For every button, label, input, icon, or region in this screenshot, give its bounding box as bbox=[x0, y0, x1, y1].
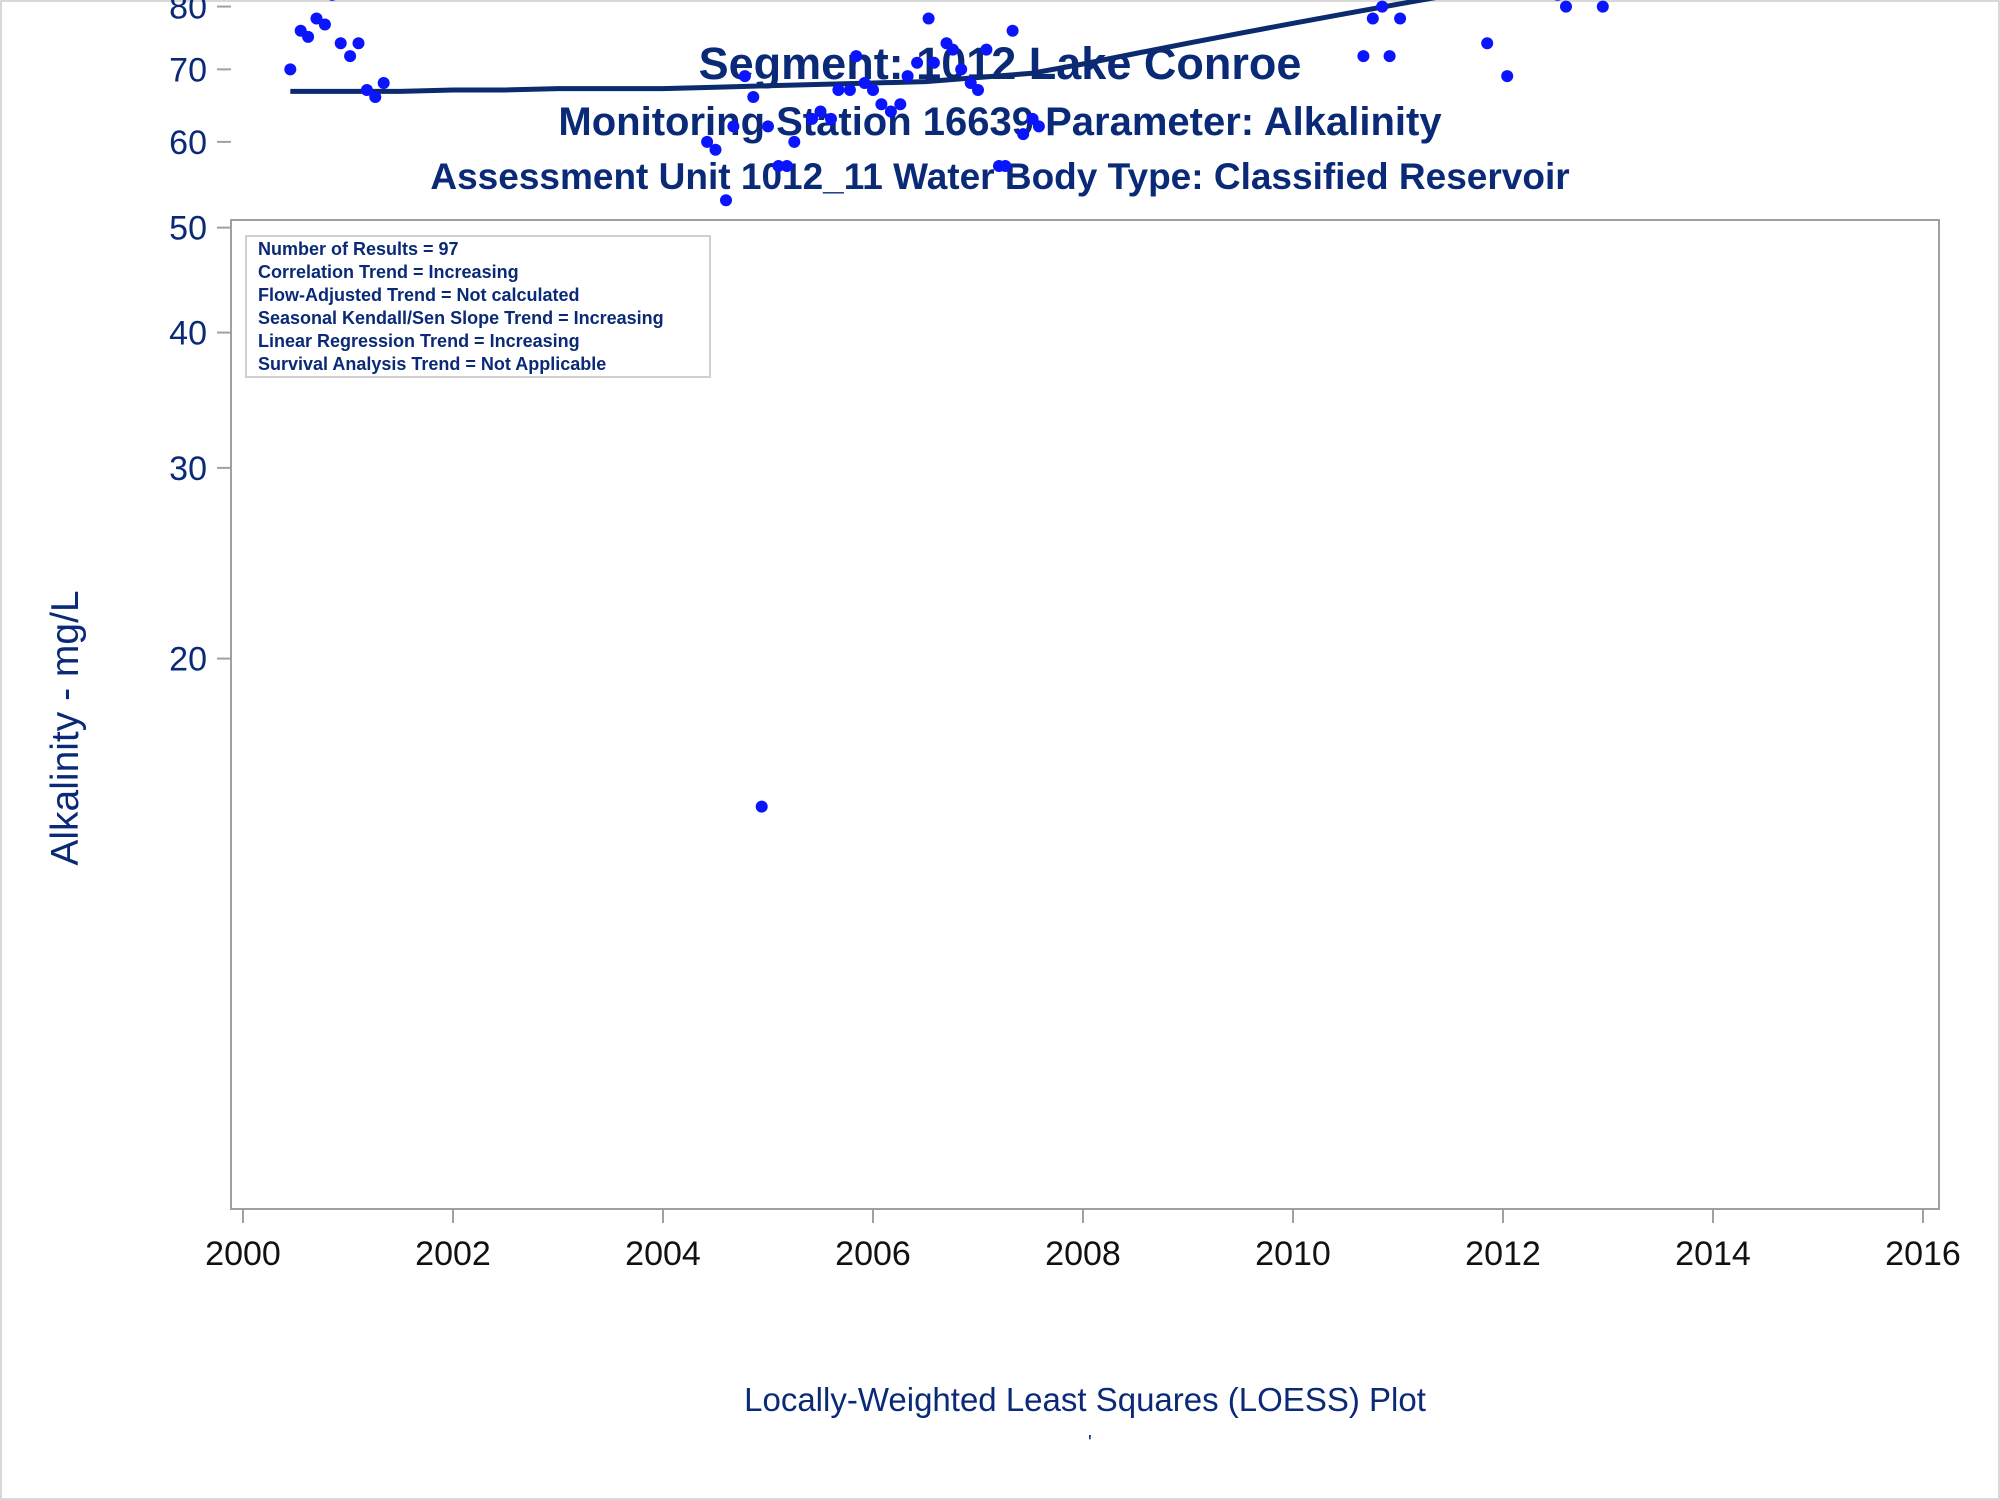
y-tick-label-40: 40 bbox=[169, 315, 207, 353]
data-point bbox=[946, 43, 959, 56]
chart-title: Segment: 1012 Lake Conroe bbox=[698, 38, 1302, 89]
x-tick-label-2004: 2004 bbox=[625, 1235, 701, 1273]
data-point bbox=[1006, 24, 1019, 37]
data-point bbox=[738, 70, 751, 83]
data-point bbox=[318, 18, 331, 31]
stats-line: Linear Regression Trend = Increasing bbox=[258, 331, 580, 351]
data-point bbox=[352, 37, 365, 50]
x-tick-label-2006: 2006 bbox=[835, 1235, 911, 1273]
data-point bbox=[972, 84, 984, 96]
stats-line: Seasonal Kendall/Sen Slope Trend = Incre… bbox=[258, 308, 664, 328]
data-point bbox=[709, 143, 722, 156]
data-point bbox=[999, 160, 1012, 172]
y-tick-label-30: 30 bbox=[169, 450, 207, 488]
data-point bbox=[369, 91, 382, 103]
stats-box: Number of Results = 97 Correlation Trend … bbox=[245, 235, 711, 378]
data-point bbox=[884, 105, 897, 118]
data-point bbox=[806, 112, 819, 125]
x-tick-label-2000: 2000 bbox=[205, 1235, 281, 1273]
data-point bbox=[284, 63, 297, 76]
data-point bbox=[1596, 0, 1609, 13]
data-point bbox=[901, 70, 914, 83]
y-tick-label-20: 20 bbox=[169, 641, 207, 679]
data-point bbox=[1032, 120, 1045, 133]
loess-series bbox=[290, 0, 1437, 94]
data-point bbox=[927, 56, 940, 69]
data-point bbox=[1357, 50, 1370, 63]
data-point bbox=[701, 135, 714, 148]
data-point bbox=[747, 91, 760, 103]
data-point bbox=[832, 84, 845, 96]
y-ticks: 2030405060708090100 bbox=[169, 0, 231, 679]
data-point bbox=[1366, 12, 1379, 25]
data-point bbox=[302, 30, 315, 43]
x-tick-label-2010: 2010 bbox=[1255, 1235, 1331, 1273]
plot-area-border bbox=[230, 219, 1940, 1210]
data-point bbox=[762, 120, 774, 133]
data-point bbox=[788, 135, 801, 148]
data-point bbox=[867, 84, 879, 96]
points-series bbox=[284, 0, 1609, 813]
data-point bbox=[720, 194, 732, 207]
data-point bbox=[377, 77, 390, 89]
x-ticks: 2000 2002 2004 2006 2008 2010 2012 2014 2016 bbox=[205, 1209, 1961, 1273]
data-point bbox=[894, 98, 907, 111]
data-point bbox=[825, 112, 837, 125]
data-point bbox=[772, 160, 785, 172]
x-tick-label-2002: 2002 bbox=[415, 1235, 491, 1273]
y-tick-label-70: 70 bbox=[169, 51, 207, 89]
data-point bbox=[1501, 70, 1514, 83]
loess-line bbox=[290, 0, 1437, 94]
data-point bbox=[1560, 0, 1572, 13]
data-point bbox=[1554, 0, 1561, 1]
x-tick-label-2016: 2016 bbox=[1885, 1235, 1961, 1273]
data-point bbox=[310, 12, 323, 25]
data-point bbox=[814, 105, 827, 118]
data-point bbox=[980, 43, 993, 56]
data-point bbox=[911, 56, 924, 69]
stats-line: Number of Results = 97 bbox=[258, 239, 459, 259]
data-point bbox=[850, 50, 863, 63]
y-axis-label: Alkalinity - mg/L bbox=[44, 590, 87, 865]
data-point bbox=[922, 12, 935, 25]
x-tick-label-2008: 2008 bbox=[1045, 1235, 1121, 1273]
data-point bbox=[1394, 12, 1407, 25]
data-point bbox=[344, 50, 357, 63]
data-point bbox=[955, 63, 968, 76]
footnote: Locally-Weighted Least Squares (LOESS) P… bbox=[744, 1381, 1426, 1418]
data-point bbox=[780, 160, 793, 172]
data-point bbox=[727, 120, 740, 133]
y-tick-label-80: 80 bbox=[169, 0, 207, 27]
data-point bbox=[858, 77, 871, 89]
data-point bbox=[329, 0, 336, 1]
y-tick-label-50: 50 bbox=[169, 210, 207, 248]
data-point bbox=[360, 84, 373, 96]
x-tick-label-2014: 2014 bbox=[1675, 1235, 1751, 1273]
footnote-mark: ' bbox=[1088, 1432, 1092, 1454]
stats-line: Survival Analysis Trend = Not Applicable bbox=[258, 354, 606, 374]
data-point bbox=[1017, 128, 1030, 141]
data-point bbox=[1481, 37, 1494, 50]
data-point bbox=[843, 84, 856, 96]
data-point bbox=[755, 800, 768, 813]
stats-line: Correlation Trend = Increasing bbox=[258, 262, 519, 282]
stats-line: Flow-Adjusted Trend = Not calculated bbox=[258, 285, 580, 305]
stats-box-border bbox=[245, 235, 711, 378]
data-point bbox=[1383, 50, 1396, 63]
data-point bbox=[1376, 0, 1389, 13]
y-tick-label-60: 60 bbox=[169, 124, 207, 162]
x-tick-label-2012: 2012 bbox=[1465, 1235, 1541, 1273]
data-point bbox=[875, 98, 888, 111]
data-point bbox=[334, 37, 347, 50]
